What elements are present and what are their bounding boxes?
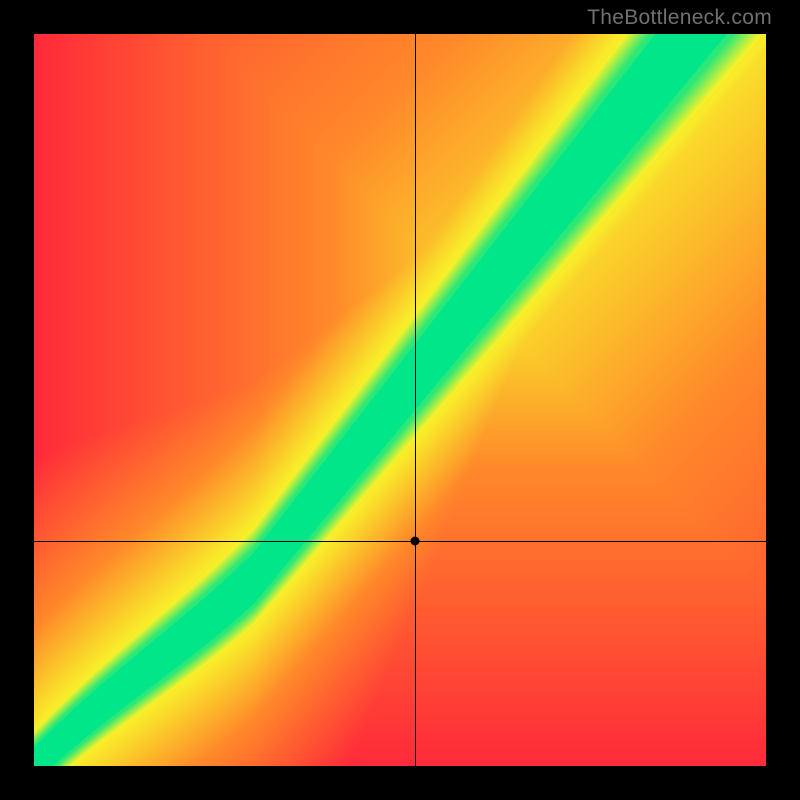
crosshair-vertical — [415, 34, 416, 766]
selection-marker — [410, 537, 419, 546]
watermark-text: TheBottleneck.com — [587, 6, 772, 30]
bottleneck-heatmap — [34, 34, 766, 766]
heatmap-canvas — [34, 34, 766, 766]
crosshair-horizontal — [34, 541, 766, 542]
